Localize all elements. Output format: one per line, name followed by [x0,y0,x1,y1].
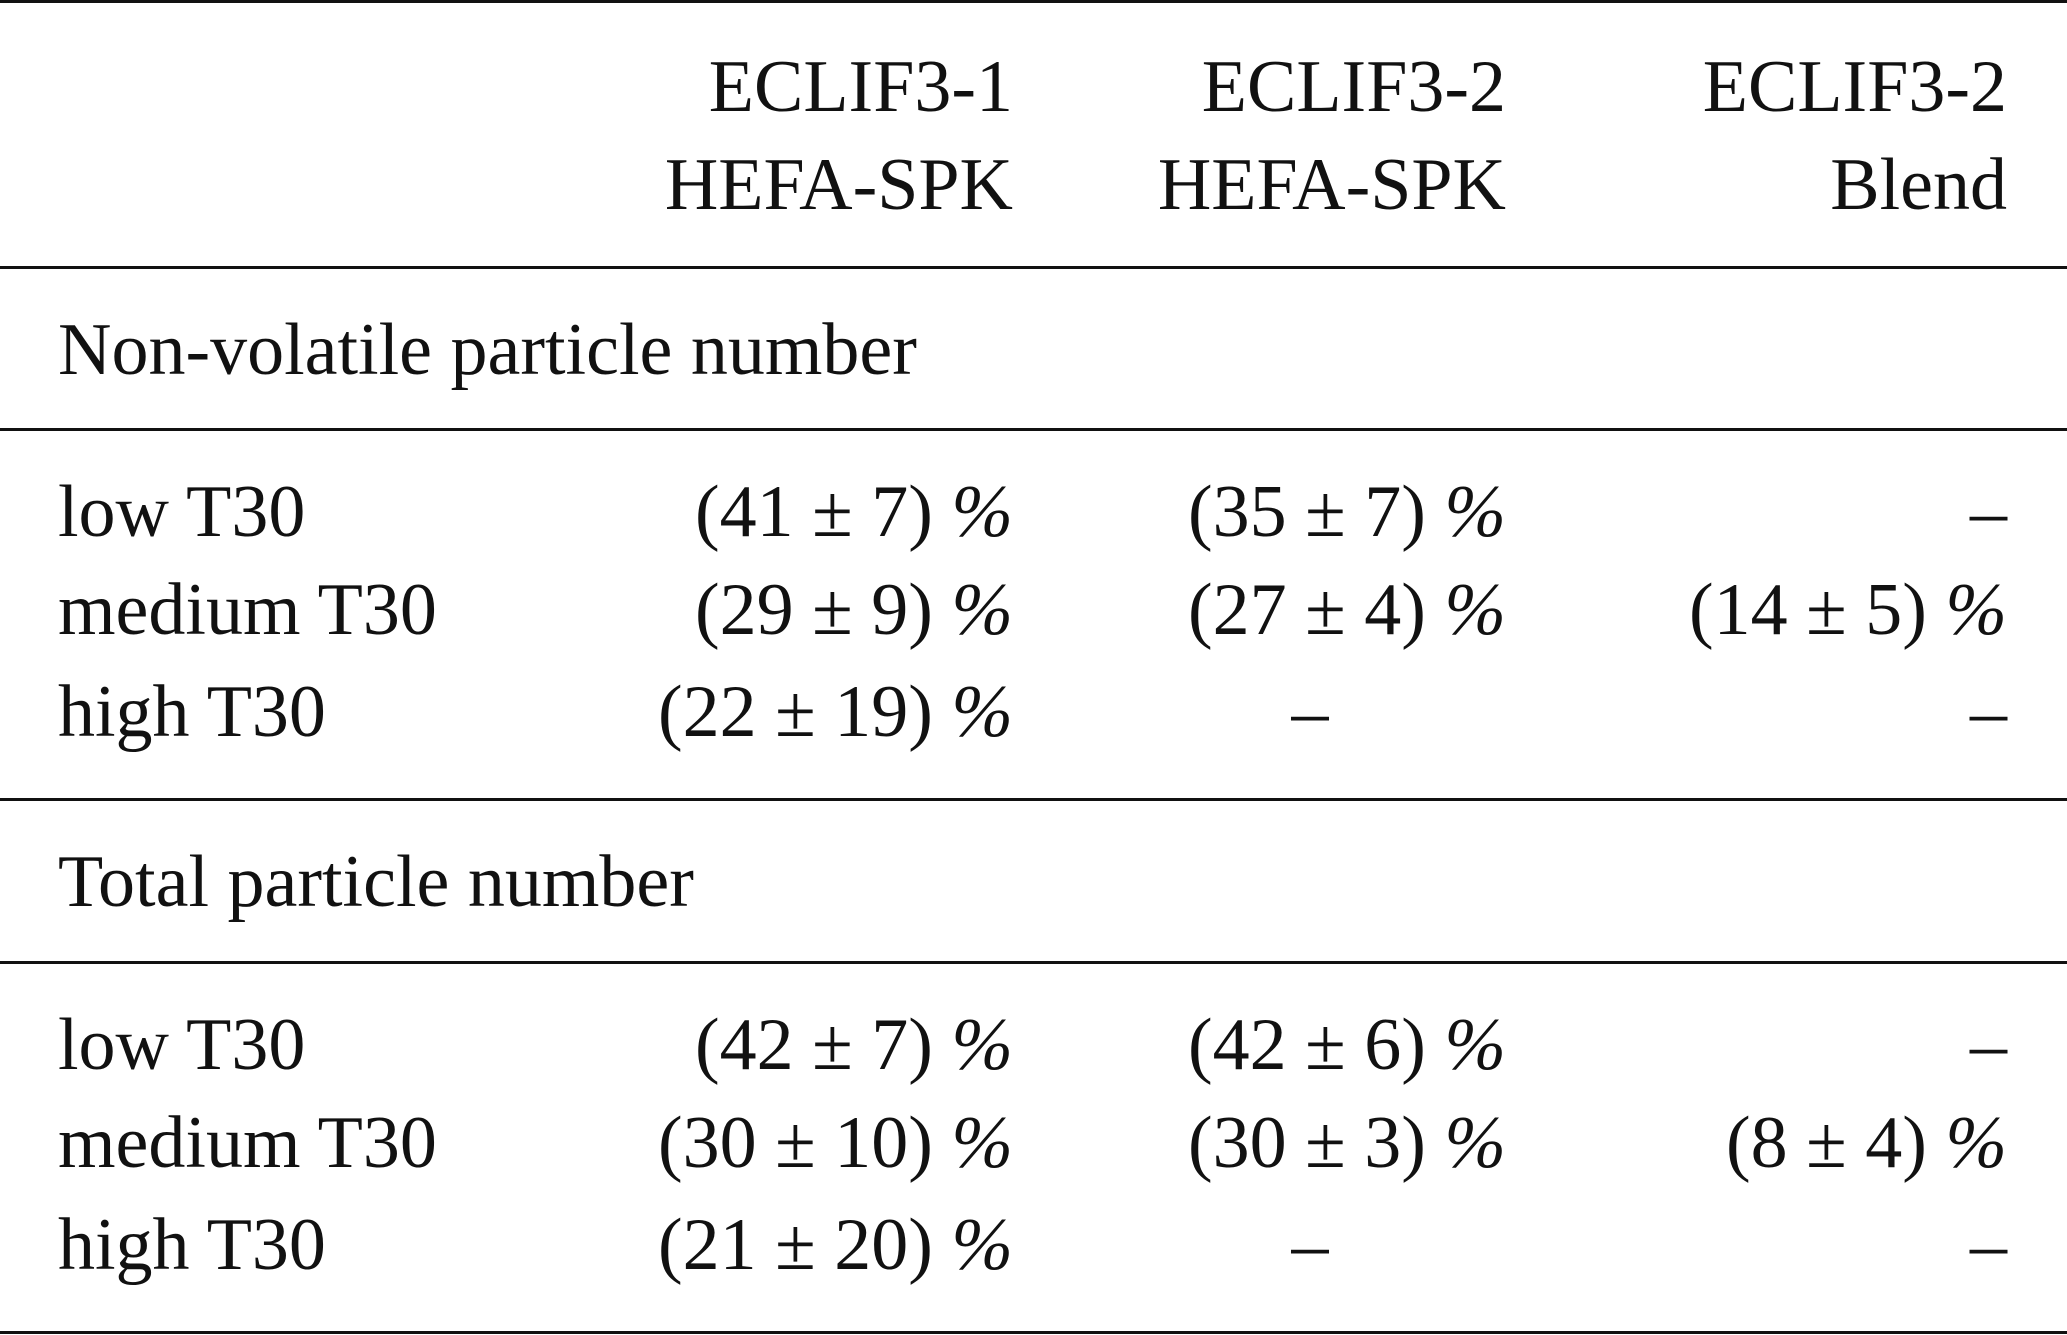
section-title-total: Total particle number [58,841,694,923]
cell-value: (41 ± 7) % [694,471,1013,553]
cell-value: (21 ± 20) % [657,1204,1013,1286]
cell-empty-dash: – [1970,471,2007,553]
cell-value: (27 ± 4) % [1187,569,1506,651]
cell-value: (42 ± 6) % [1187,1004,1506,1086]
row-label: medium T30 [58,1102,437,1184]
row-label: low T30 [58,471,306,553]
section-2-top-rule [0,798,2067,801]
column-header-2-line2: HEFA-SPK [1157,144,1506,226]
cell-value: (22 ± 19) % [657,671,1013,753]
column-header-1-line1: ECLIF3-1 [708,46,1013,128]
cell-empty-dash: – [1970,671,2007,753]
row-label: high T30 [58,1204,326,1286]
section-1-rule [0,428,2067,431]
section-title-nonvolatile: Non-volatile particle number [58,309,917,391]
cell-value: (29 ± 9) % [694,569,1013,651]
column-header-3-line2: Blend [1830,144,2007,226]
header-rule [0,266,2067,269]
cell-empty-dash: – [1970,1204,2007,1286]
cell-value: (8 ± 4) % [1725,1102,2007,1184]
row-label: medium T30 [58,569,437,651]
row-label: low T30 [58,1004,306,1086]
section-2-rule [0,961,2067,964]
cell-value: (42 ± 7) % [694,1004,1013,1086]
cell-empty-dash: – [1291,671,1329,753]
cell-value: (30 ± 10) % [657,1102,1013,1184]
cell-value: (30 ± 3) % [1187,1102,1506,1184]
row-label: high T30 [58,671,326,753]
bottom-rule [0,1331,2067,1334]
cell-value: (35 ± 7) % [1187,471,1506,553]
cell-empty-dash: – [1970,1004,2007,1086]
column-header-1-line2: HEFA-SPK [664,144,1013,226]
cell-empty-dash: – [1291,1204,1329,1286]
cell-value: (14 ± 5) % [1688,569,2007,651]
top-rule [0,0,2067,3]
column-header-2-line1: ECLIF3-2 [1201,46,1506,128]
column-header-3-line1: ECLIF3-2 [1702,46,2007,128]
